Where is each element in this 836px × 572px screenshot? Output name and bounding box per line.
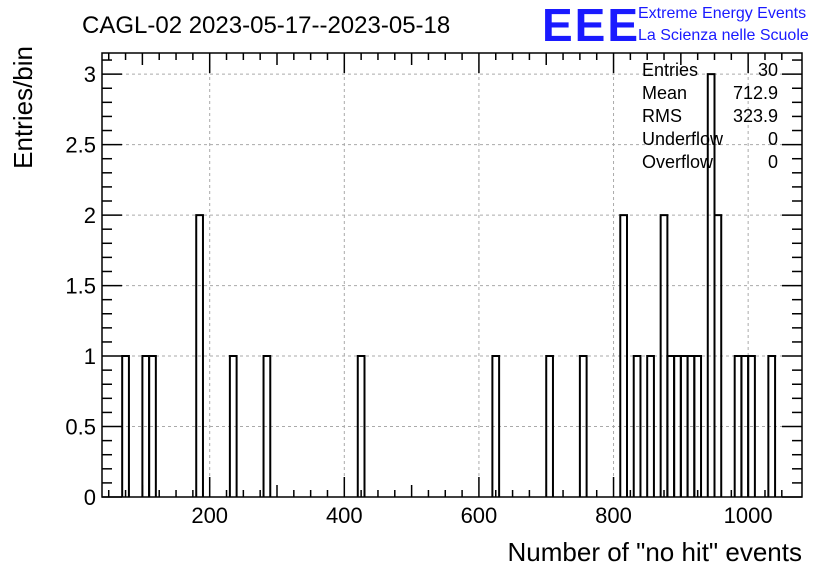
histogram-bin — [632, 355, 642, 497]
stats-label: Underflow — [642, 129, 724, 149]
histogram-bin — [646, 355, 655, 497]
histogram-bin — [713, 214, 723, 497]
histogram-bin — [356, 355, 366, 497]
y-axis-label: Entries/bin — [8, 46, 38, 169]
y-tick-label: 2 — [84, 203, 96, 228]
y-tick-label: 0 — [84, 485, 96, 510]
stats-value: 0 — [768, 152, 778, 172]
x-tick-label: 600 — [461, 503, 498, 528]
histogram-bin — [578, 355, 588, 497]
x-tick-label: 800 — [595, 503, 632, 528]
x-tick-label: 1000 — [724, 503, 773, 528]
histogram-bin — [121, 355, 130, 497]
x-tick-label: 400 — [326, 503, 363, 528]
stats-label: Entries — [642, 60, 698, 80]
logo-mark: EEE — [542, 0, 640, 51]
stats-value: 712.9 — [733, 83, 778, 103]
eee-logo: EEE Extreme Energy Events La Scienza nel… — [542, 0, 809, 51]
histogram-bin — [545, 355, 554, 497]
histogram-bars — [121, 73, 777, 497]
histogram-bin — [693, 355, 703, 497]
y-tick-label: 1.5 — [65, 274, 96, 299]
stats-label: Overflow — [642, 152, 714, 172]
histogram-bin — [262, 355, 272, 497]
plot-frame — [101, 52, 803, 498]
chart-title: CAGL-02 2023-05-17--2023-05-18 — [82, 12, 450, 39]
stats-label: Mean — [642, 83, 687, 103]
tick-labels: 200 400 600 800 1000 0 0.5 1 1.5 2 2.5 3 — [65, 62, 772, 528]
stats-label: RMS — [642, 106, 682, 126]
histogram-bin — [767, 355, 777, 497]
y-tick-label: 2.5 — [65, 133, 96, 158]
axes — [101, 52, 803, 498]
histogram-bin — [195, 214, 204, 497]
logo-line-1: Extreme Energy Events — [638, 5, 806, 22]
stats-value: 0 — [768, 129, 778, 149]
stats-value: 323.9 — [733, 106, 778, 126]
histogram-bin — [228, 355, 238, 497]
stats-box: Entries 30 Mean 712.9 RMS 323.9 Underflow 0 Over… — [642, 60, 778, 172]
logo-line-2: La Scienza nelle Scuole — [638, 27, 809, 44]
stats-value: 30 — [758, 60, 778, 80]
grid — [102, 53, 802, 497]
y-tick-label: 3 — [84, 62, 96, 87]
histogram-bin — [491, 355, 501, 497]
y-tick-label: 1 — [84, 344, 96, 369]
histogram-bin — [747, 355, 756, 497]
histogram-bin — [148, 355, 157, 497]
y-tick-label: 0.5 — [65, 415, 96, 440]
histogram-bin — [619, 214, 628, 497]
x-tick-label: 200 — [191, 503, 228, 528]
x-axis-label: Number of "no hit" events — [508, 537, 803, 567]
